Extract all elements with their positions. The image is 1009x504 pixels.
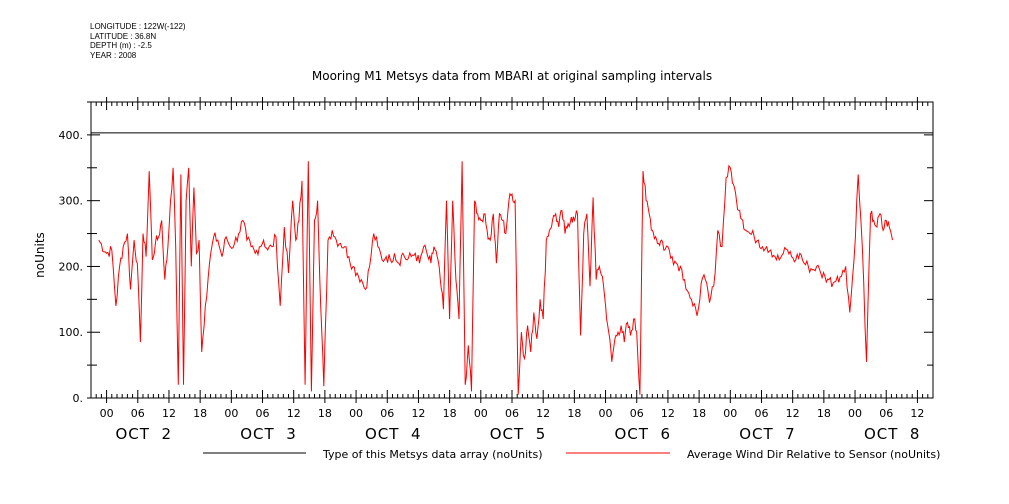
x-tick-label: 12	[536, 407, 550, 420]
x-tick-label: 06	[131, 407, 145, 420]
x-tick-label: 00	[349, 407, 363, 420]
x-tick-label: 00	[100, 407, 114, 420]
x-tick-label: 18	[567, 407, 581, 420]
legend-label-type: Type of this Metsys data array (noUnits)	[322, 448, 543, 461]
axes-layer: 0. 100. 200. 300. 400. 00 06 12 18 00 06 12 18 00 06 12…	[59, 97, 934, 443]
day-label: OCT 4	[365, 425, 422, 443]
legend-label-wind: Average Wind Dir Relative to Sensor (noU…	[687, 448, 940, 461]
day-label: OCT 2	[116, 425, 173, 443]
day-label: OCT 8	[864, 425, 921, 443]
x-tick-label: 18	[817, 407, 831, 420]
day-label: OCT 6	[614, 425, 671, 443]
metadata-block: LONGITUDE : 122W(-122) LATITUDE : 36.8N …	[90, 22, 186, 60]
series-line-wind	[98, 161, 893, 395]
x-tick-label: 12	[162, 407, 176, 420]
y-tick-label: 400.	[59, 129, 84, 142]
x-tick-label: 06	[505, 407, 519, 420]
latitude-text: LATITUDE : 36.8N	[90, 31, 157, 41]
x-tick-label: 00	[723, 407, 737, 420]
chart-title: Mooring M1 Metsys data from MBARI at ori…	[312, 69, 712, 83]
plot-frame	[90, 101, 934, 399]
x-tick-label: 06	[630, 407, 644, 420]
x-tick-label: 18	[692, 407, 706, 420]
x-tick-label: 12	[287, 407, 301, 420]
year-text: YEAR : 2008	[90, 50, 137, 60]
x-tick-label: 12	[910, 407, 924, 420]
day-label: OCT 5	[490, 425, 547, 443]
x-tick-label: 12	[786, 407, 800, 420]
x-tick-label: 12	[661, 407, 675, 420]
x-tick-label: 06	[380, 407, 394, 420]
series-layer	[91, 132, 933, 395]
y-tick-label: 300.	[59, 195, 84, 208]
day-label: OCT 3	[240, 425, 297, 443]
x-tick-label: 06	[879, 407, 893, 420]
x-tick-label: 18	[193, 407, 207, 420]
y-tick-label: 0.	[73, 392, 84, 405]
x-tick-label: 00	[848, 407, 862, 420]
x-tick-label: 00	[224, 407, 238, 420]
y-axis-label: noUnits	[33, 232, 47, 278]
day-label: OCT 7	[739, 425, 796, 443]
y-tick-label: 200.	[59, 260, 84, 273]
x-tick-label: 18	[443, 407, 457, 420]
x-tick-label: 06	[754, 407, 768, 420]
x-tick-label: 00	[474, 407, 488, 420]
legend: Type of this Metsys data array (noUnits)…	[203, 448, 940, 461]
x-tick-label: 18	[318, 407, 332, 420]
longitude-text: LONGITUDE : 122W(-122)	[90, 22, 186, 31]
x-tick-label: 06	[256, 407, 270, 420]
depth-text: DEPTH (m) : -2.5	[90, 41, 152, 50]
x-tick-label: 12	[411, 407, 425, 420]
y-tick-label: 100.	[59, 326, 84, 339]
x-tick-label: 00	[599, 407, 613, 420]
